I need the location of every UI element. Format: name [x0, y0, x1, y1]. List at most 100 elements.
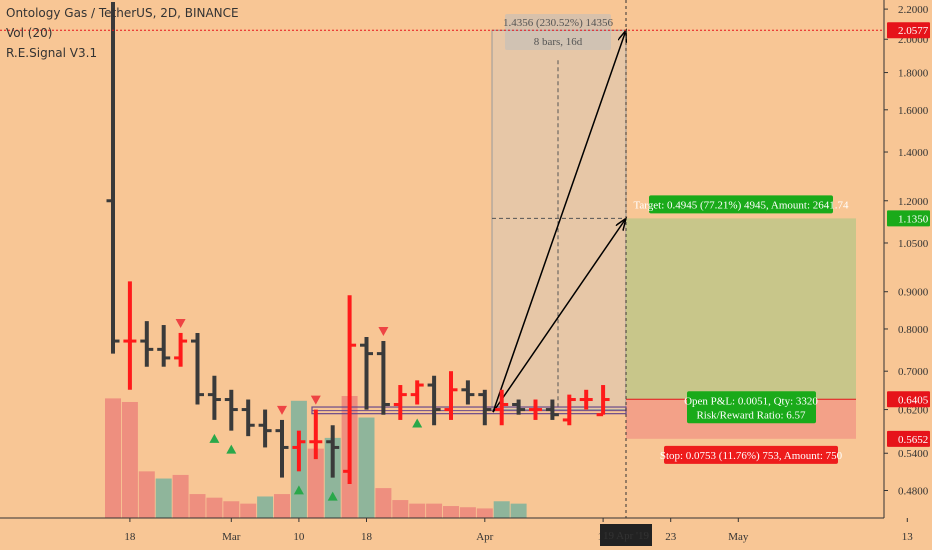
volume-bars	[105, 396, 527, 518]
price-tag	[887, 210, 930, 227]
ohlc-bar-down	[512, 399, 526, 415]
stop-label-box	[664, 445, 838, 464]
signal-indicator-label[interactable]: R.E.Signal V3.1	[6, 46, 98, 60]
y-tick-label: 0.5400	[898, 448, 929, 460]
measure-label-range: 1.4356 (230.52%) 14356	[503, 17, 613, 29]
volume-bar	[223, 501, 240, 518]
measure-label-bars: 8 bars, 16d	[534, 36, 583, 48]
price-range-measure[interactable]: 1.4356 (230.52%) 14356 8 bars, 16d	[491, 14, 627, 411]
crosshair-date-box	[600, 524, 652, 546]
y-tick-label: 0.8000	[898, 324, 929, 336]
volume-bar	[138, 471, 155, 518]
measure-label-box	[505, 14, 611, 50]
ohlc-bar-down	[140, 321, 154, 367]
volume-bar	[409, 503, 426, 518]
ohlc-bars	[106, 2, 610, 484]
crosshair-date-label: 19 Apr '19	[603, 530, 649, 542]
volume-bar	[206, 497, 223, 518]
x-tick-label: Apr	[476, 531, 493, 543]
long-position-tool[interactable]: Target: 0.4945 (77.21%) 4945, Amount: 26…	[311, 30, 856, 464]
ohlc-bar-down	[461, 380, 475, 405]
symbol-title[interactable]: Ontology Gas / TetherUS, 2D, BINANCE	[6, 6, 239, 20]
y-tick-label: 0.9000	[898, 287, 929, 299]
sell-signal-triangle	[277, 405, 287, 415]
volume-bar	[121, 401, 138, 518]
volume-bar	[358, 417, 375, 518]
projection-arrow-target[interactable]	[492, 218, 626, 413]
target-label: Target: 0.4945 (77.21%) 4945, Amount: 26…	[633, 199, 849, 211]
volume-bar	[476, 508, 493, 518]
volume-bar	[105, 398, 121, 518]
price-tag-label: 0.5652	[898, 434, 928, 446]
ohlc-bar-up	[444, 371, 458, 420]
ohlc-bar-up	[410, 380, 424, 405]
ohlc-bar-down	[326, 425, 340, 478]
ohlc-bar-down	[360, 336, 373, 410]
x-tick-label: 18	[124, 531, 136, 543]
projection-arrow-high[interactable]	[492, 30, 626, 413]
volume-bar	[307, 448, 324, 518]
volume-bar	[324, 437, 341, 518]
open-pnl-label: Open P&L: 0.0051, Qty: 3320	[684, 395, 818, 407]
target-zone[interactable]	[626, 218, 856, 400]
buy-signal-triangle	[327, 491, 338, 501]
volume-bar	[257, 496, 274, 518]
y-axis-panel	[885, 0, 932, 550]
x-tick-label: 10	[293, 531, 305, 543]
volume-bar	[189, 494, 206, 518]
ohlc-bar-down	[427, 375, 441, 426]
buy-signal-triangle	[226, 444, 237, 454]
y-tick-label: 0.7000	[898, 366, 929, 378]
ohlc-bar-down	[478, 389, 492, 426]
x-tick-label: 13	[902, 531, 914, 543]
sell-signal-triangle	[310, 395, 321, 405]
ohlc-bar-up	[343, 295, 357, 484]
y-tick-label: 0.4800	[898, 485, 929, 497]
y-tick-label: 2.2000	[898, 4, 929, 16]
price-tag-label: 2.0577	[898, 25, 929, 37]
price-tag	[887, 391, 930, 408]
sell-signal-triangle	[175, 318, 186, 328]
x-tick-label: Mar	[222, 531, 241, 543]
x-tick-label: 18	[361, 531, 373, 543]
ohlc-bar-down	[376, 341, 390, 415]
risk-reward-label: Risk/Reward Ratio: 6.57	[696, 409, 806, 421]
y-tick-label: 1.6000	[898, 105, 929, 117]
stop-label: Stop: 0.0753 (11.76%) 753, Amount: 750	[660, 450, 843, 462]
volume-bar	[240, 503, 257, 518]
ohlc-bar-down	[191, 332, 204, 405]
x-axis-panel	[0, 519, 884, 550]
volume-bar	[443, 506, 459, 518]
ohlc-bar-down	[207, 375, 221, 420]
ohlc-bar-down	[275, 419, 289, 478]
volume-indicator-label[interactable]: Vol (20)	[6, 26, 53, 40]
ohlc-bar-up	[174, 332, 188, 367]
y-tick-label: 1.2000	[898, 196, 929, 208]
y-tick-label: 1.0500	[898, 238, 929, 250]
ohlc-bar-up	[579, 389, 593, 410]
ohlc-bar-up	[292, 430, 306, 472]
price-tag	[887, 22, 930, 39]
ohlc-bar-up	[123, 281, 137, 390]
volume-bar	[274, 494, 290, 518]
price-tag-label: 0.6405	[898, 394, 929, 406]
buy-signal-triangle	[412, 418, 423, 428]
volume-bar	[375, 488, 392, 518]
volume-bar	[392, 500, 409, 518]
sell-signal-triangle	[378, 327, 389, 337]
volume-bar	[172, 474, 189, 518]
buy-signal-triangle	[293, 485, 304, 495]
price-tag-label: 1.1350	[898, 213, 929, 225]
x-tick-label: May	[728, 531, 749, 543]
y-tick-label: 1.4000	[898, 147, 929, 159]
ohlc-bar-up	[393, 385, 407, 420]
ohlc-bar-up	[495, 389, 509, 426]
ohlc-bar-up	[562, 394, 576, 426]
ohlc-bar-down	[106, 2, 120, 354]
chart-legend: Ontology Gas / TetherUS, 2D, BINANCE Vol…	[6, 3, 239, 63]
y-tick-label: 0.6200	[898, 405, 929, 417]
price-tag	[887, 430, 930, 447]
volume-bar	[510, 503, 527, 518]
